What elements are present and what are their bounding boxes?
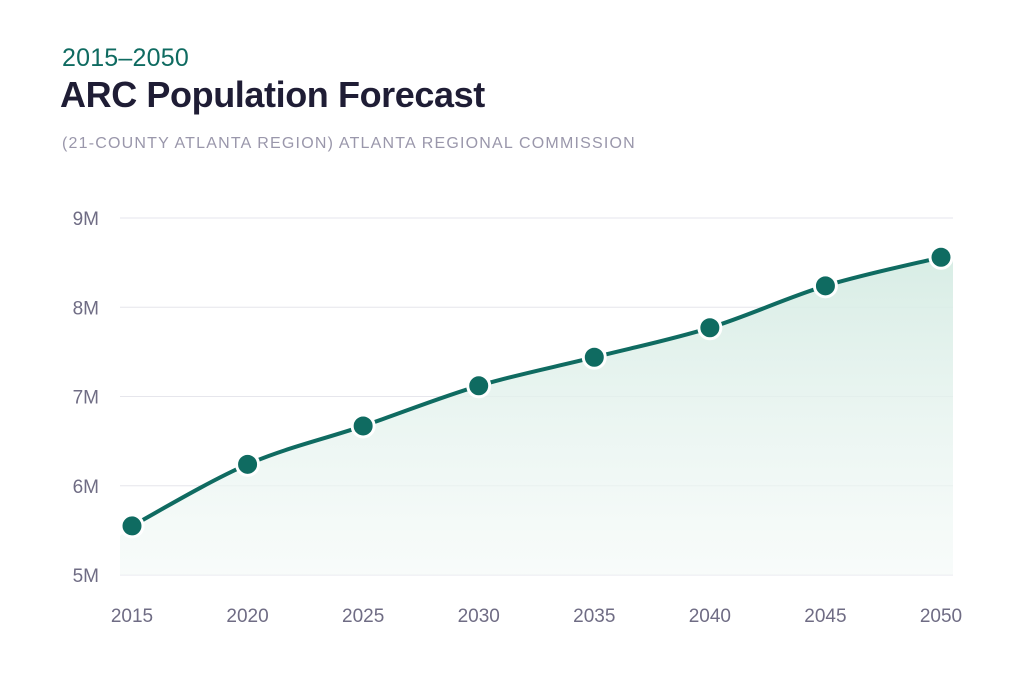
area-fill (120, 257, 953, 575)
chart-eyebrow: 2015–2050 (62, 44, 189, 72)
data-point (581, 344, 607, 370)
y-tick-label: 9M (73, 209, 99, 230)
area-shape (120, 257, 953, 575)
x-tick-label: 2030 (458, 606, 500, 627)
y-tick-label: 8M (73, 298, 99, 319)
data-points (119, 244, 954, 539)
data-point (119, 513, 145, 539)
x-tick-label: 2040 (689, 606, 731, 627)
data-point (697, 315, 723, 341)
x-axis-labels: 2015 2020 2025 2030 2035 2040 2045 2050 (111, 606, 962, 627)
data-point (928, 244, 954, 270)
x-tick-label: 2015 (111, 606, 153, 627)
data-point (235, 451, 261, 477)
x-tick-label: 2025 (342, 606, 384, 627)
y-tick-label: 5M (73, 566, 99, 587)
data-point (812, 273, 838, 299)
y-axis-labels: 5M 6M 7M 8M 9M (73, 209, 99, 587)
y-tick-label: 6M (73, 477, 99, 498)
data-point (350, 413, 376, 439)
chart-title: ARC Population Forecast (60, 74, 485, 115)
x-tick-label: 2045 (804, 606, 846, 627)
x-tick-label: 2035 (573, 606, 615, 627)
x-tick-label: 2020 (226, 606, 268, 627)
x-tick-label: 2050 (920, 606, 962, 627)
y-tick-label: 7M (73, 388, 99, 409)
data-point (466, 373, 492, 399)
chart-subtitle: (21-COUNTY ATLANTA REGION) ATLANTA REGIO… (62, 135, 636, 152)
